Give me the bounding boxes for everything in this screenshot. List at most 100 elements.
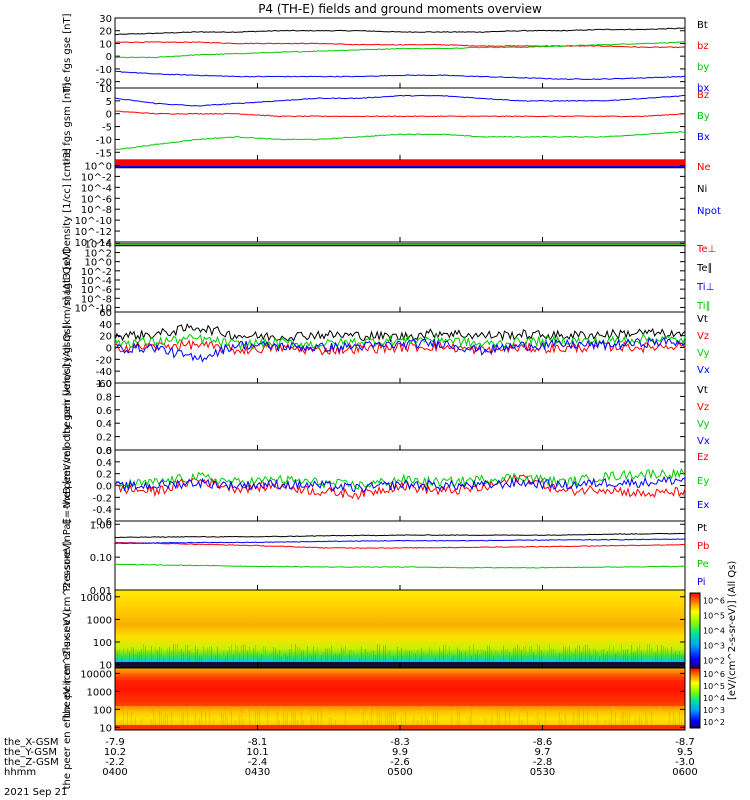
spectrogram-speck bbox=[341, 712, 342, 730]
spectrogram-speck bbox=[547, 651, 548, 668]
spectrogram-speck bbox=[427, 653, 428, 668]
density-top-band bbox=[115, 160, 685, 168]
spectrogram-speck bbox=[597, 706, 598, 730]
spectrogram-speck bbox=[167, 714, 168, 730]
spectrogram-speck bbox=[471, 710, 472, 730]
spectrogram-speck bbox=[521, 719, 522, 730]
spectrogram-speck bbox=[269, 710, 270, 730]
spectrogram-speck bbox=[173, 644, 174, 668]
ephemeris-value: 9.9 bbox=[392, 747, 408, 758]
spectrogram-speck bbox=[663, 718, 664, 730]
spectrogram-speck bbox=[385, 714, 386, 730]
colorbar-tick-label: 10^4 bbox=[703, 694, 725, 703]
spectrogram-speck bbox=[551, 715, 552, 730]
spectrogram-speck bbox=[573, 653, 574, 668]
spectrogram-speck bbox=[337, 710, 338, 730]
spectrogram-speck bbox=[633, 652, 634, 668]
spectrogram-speck bbox=[571, 651, 572, 668]
spectrogram-speck bbox=[643, 652, 644, 668]
spectrogram-speck bbox=[295, 712, 296, 730]
spectrogram-speck bbox=[155, 647, 156, 668]
legend-entry: Ne bbox=[697, 162, 711, 173]
y-tick-label: -0.2 bbox=[92, 493, 112, 504]
spectrogram-speck bbox=[517, 644, 518, 668]
spectrogram-speck bbox=[179, 651, 180, 668]
legend-entry: Ti∥ bbox=[696, 301, 711, 312]
spectrogram-speck bbox=[503, 645, 504, 668]
spectrogram-speck bbox=[529, 646, 530, 668]
spectrogram-speck bbox=[623, 711, 624, 730]
spectrogram-speck bbox=[617, 710, 618, 730]
spectrogram-speck bbox=[127, 648, 128, 668]
spectrogram-speck bbox=[479, 709, 480, 730]
ephemeris-row-label: hhmm bbox=[4, 767, 36, 778]
spectrogram-speck bbox=[257, 709, 258, 730]
spectrogram-speck bbox=[125, 654, 126, 668]
figure-title: P4 (TH-E) fields and ground moments over… bbox=[258, 2, 542, 16]
spectrogram-speck bbox=[487, 645, 488, 668]
spectrogram-speck bbox=[665, 717, 666, 730]
spectrogram-speck bbox=[647, 644, 648, 668]
spectrogram-speck bbox=[325, 706, 326, 730]
spectrogram-speck bbox=[229, 647, 230, 668]
spectrogram-speck bbox=[585, 644, 586, 668]
spectrogram-speck bbox=[233, 706, 234, 730]
spectrogram-speck bbox=[577, 706, 578, 730]
spectrogram-speck bbox=[273, 718, 274, 730]
spectrogram-speck bbox=[533, 710, 534, 730]
legend-entry: Vx bbox=[697, 436, 710, 447]
colorbar-tick-label: 10^3 bbox=[703, 706, 725, 715]
spectrogram-speck bbox=[223, 651, 224, 668]
spectrogram-speck bbox=[329, 647, 330, 668]
spectrogram-speck bbox=[629, 655, 630, 668]
spectrogram-speck bbox=[141, 718, 142, 730]
spectrogram-speck bbox=[499, 655, 500, 668]
y-tick-label: 10^2 bbox=[85, 249, 112, 260]
spectrogram-speck bbox=[601, 650, 602, 668]
spectrogram-speck bbox=[519, 646, 520, 668]
spectrogram-speck bbox=[125, 706, 126, 730]
spectrogram-speck bbox=[245, 644, 246, 668]
spectrogram-speck bbox=[661, 710, 662, 730]
series-line-bx bbox=[114, 70, 686, 81]
spectrogram-speck bbox=[383, 713, 384, 730]
y-tick-label: 0.0 bbox=[96, 446, 112, 457]
y-tick-label: 0.4 bbox=[96, 458, 112, 469]
spectrogram-speck bbox=[315, 719, 316, 730]
spectrogram-speck bbox=[443, 710, 444, 730]
spectrogram-speck bbox=[345, 645, 346, 668]
spectrogram-speck bbox=[673, 707, 674, 730]
y-tick-label: 5 bbox=[106, 97, 112, 108]
ephemeris-value: 9.5 bbox=[677, 747, 693, 758]
spectrogram-speck bbox=[611, 652, 612, 668]
spectrogram-speck bbox=[675, 716, 676, 730]
spectrogram-speck bbox=[569, 714, 570, 730]
spectrogram-speck bbox=[619, 715, 620, 730]
ephemeris-value: -3.0 bbox=[675, 757, 695, 768]
spectrogram-speck bbox=[275, 647, 276, 668]
spectrogram-speck bbox=[583, 646, 584, 668]
spectrogram-speck bbox=[307, 719, 308, 730]
spectrogram-speck bbox=[411, 651, 412, 668]
spectrogram-speck bbox=[431, 649, 432, 668]
spectrogram-speck bbox=[621, 714, 622, 730]
spectrogram-speck bbox=[265, 713, 266, 730]
spectrogram-speck bbox=[461, 717, 462, 730]
spectrogram-speck bbox=[439, 647, 440, 668]
colorbar-tick-label: 10^5 bbox=[703, 612, 725, 621]
spectrogram-speck bbox=[211, 717, 212, 730]
ephemeris-value: -2.6 bbox=[390, 757, 410, 768]
spectrogram-speck bbox=[297, 719, 298, 730]
spectrogram-speck bbox=[213, 718, 214, 730]
panel-frame bbox=[114, 87, 686, 161]
y-tick-label: 10 bbox=[99, 39, 112, 50]
spectrogram-speck bbox=[135, 717, 136, 730]
spectrogram-speck bbox=[123, 648, 124, 668]
legend-entry: Vz bbox=[697, 331, 709, 342]
y-tick-label: 1.00 bbox=[90, 520, 112, 531]
spectrogram-speck bbox=[471, 655, 472, 668]
ephemeris-value: 0600 bbox=[672, 767, 697, 778]
colorbar-tick-label: 10^5 bbox=[703, 682, 725, 691]
legend-entry: Ez bbox=[697, 452, 709, 463]
